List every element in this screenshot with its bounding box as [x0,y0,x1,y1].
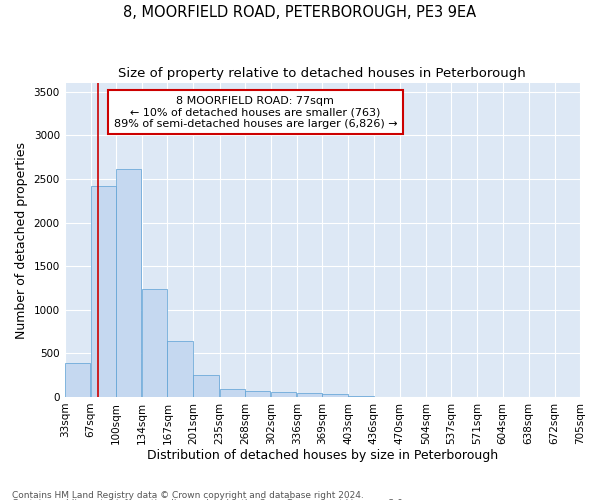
Bar [297,393,322,397]
Text: Contains HM Land Registry data © Crown copyright and database right 2024.: Contains HM Land Registry data © Crown c… [12,490,364,500]
Bar [142,289,167,397]
Bar [271,392,296,397]
Bar [116,170,142,397]
Bar [349,396,374,397]
Bar [193,374,219,397]
Bar [65,363,90,397]
Text: Contains public sector information licensed under the Open Government Licence v3: Contains public sector information licen… [12,499,406,500]
Title: Size of property relative to detached houses in Peterborough: Size of property relative to detached ho… [118,68,526,80]
Bar [220,388,245,397]
Y-axis label: Number of detached properties: Number of detached properties [15,142,28,338]
Text: 8, MOORFIELD ROAD, PETERBOROUGH, PE3 9EA: 8, MOORFIELD ROAD, PETERBOROUGH, PE3 9EA [124,5,476,20]
Bar [322,394,347,397]
Text: 8 MOORFIELD ROAD: 77sqm
← 10% of detached houses are smaller (763)
89% of semi-d: 8 MOORFIELD ROAD: 77sqm ← 10% of detache… [113,96,397,129]
Bar [167,341,193,397]
X-axis label: Distribution of detached houses by size in Peterborough: Distribution of detached houses by size … [147,450,498,462]
Bar [91,186,116,397]
Bar [245,392,270,397]
